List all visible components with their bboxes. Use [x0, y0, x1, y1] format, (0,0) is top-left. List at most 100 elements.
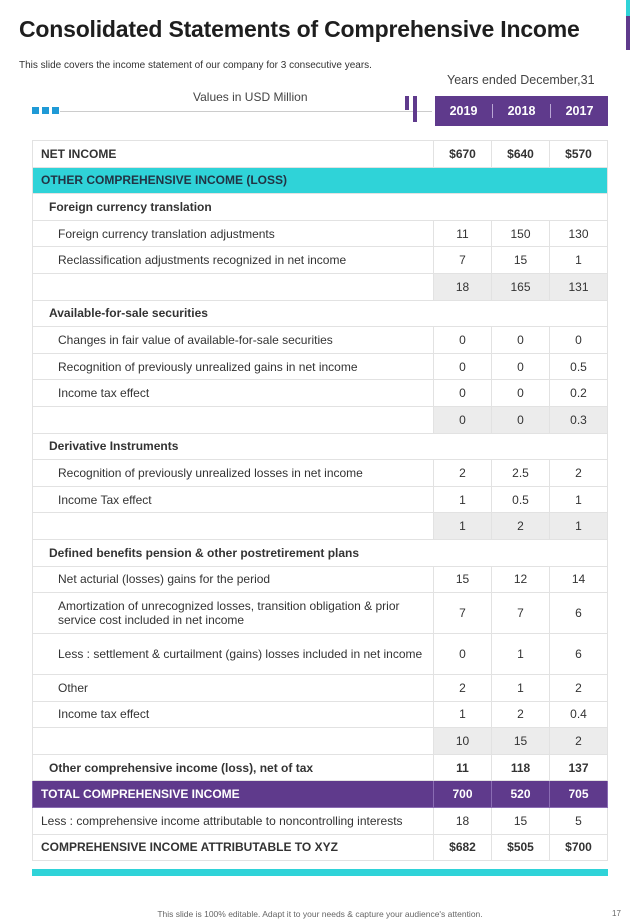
- value-cell-2018: 2: [491, 512, 550, 540]
- table-row: Foreign currency translation adjustments…: [32, 219, 608, 248]
- value-cell-2018: 12: [491, 565, 550, 594]
- decorative-bar: [405, 96, 409, 110]
- value-cell-2017: 130: [549, 219, 608, 248]
- value-cell-2019: 10: [433, 727, 492, 755]
- page-title: Consolidated Statements of Comprehensive…: [19, 16, 580, 42]
- row-label: Reclassification adjustments recognized …: [32, 246, 434, 274]
- row-label: Less : comprehensive income attributable…: [32, 807, 434, 835]
- value-cell-2018: 165: [491, 272, 550, 301]
- value-cell-2019: 15: [433, 565, 492, 594]
- row-label: Recognition of previously unrealized los…: [32, 459, 434, 487]
- table-row: Less : settlement & curtailment (gains) …: [32, 633, 608, 676]
- value-cell-2018: $640: [491, 140, 550, 168]
- value-cell-2019: 1: [433, 485, 492, 514]
- row-label: TOTAL COMPREHENSIVE INCOME: [32, 780, 434, 809]
- value-cell-2018: 520: [491, 780, 550, 809]
- table-row: Other 2 1 2: [32, 674, 608, 702]
- row-label: Less : settlement & curtailment (gains) …: [32, 633, 434, 676]
- income-table: NET INCOME $670 $640 $570 OTHER COMPREHENSIV…: [32, 140, 608, 862]
- year-2019: 2019: [449, 104, 478, 118]
- value-cell-2019: 0: [433, 326, 492, 354]
- value-cell-2019: 11: [433, 219, 492, 248]
- table-row: TOTAL COMPREHENSIVE INCOME 700 520 705: [32, 780, 608, 809]
- table-row: OTHER COMPREHENSIVE INCOME (LOSS): [32, 166, 608, 195]
- value-cell-2018: 118: [491, 753, 550, 782]
- value-cell-2019: 11: [433, 753, 492, 782]
- decorative-bar: [413, 96, 417, 122]
- value-cell-2018: 0: [491, 405, 550, 434]
- value-cell-2017: 0.4: [549, 700, 608, 729]
- bottom-accent-bar: [32, 869, 608, 876]
- row-label: Other: [32, 674, 434, 702]
- value-cell-2019: 2: [433, 674, 492, 702]
- row-label: COMPREHENSIVE INCOME ATTRIBUTABLE TO XYZ: [32, 833, 434, 862]
- row-label: Derivative Instruments: [32, 432, 608, 461]
- row-label: Amortization of unrecognized losses, tra…: [32, 592, 434, 635]
- value-cell-2017: 6: [549, 633, 608, 676]
- value-cell-2019: 1: [433, 700, 492, 729]
- value-cell-2018: 0.5: [491, 485, 550, 514]
- value-cell-2017: 1: [549, 246, 608, 274]
- value-cell-2018: 150: [491, 219, 550, 248]
- row-label: [32, 727, 434, 755]
- value-cell-2019: $682: [433, 833, 492, 862]
- value-cell-2019: 0: [433, 405, 492, 434]
- value-cell-2017: 1: [549, 512, 608, 540]
- value-cell-2019: 0: [433, 379, 492, 407]
- value-cell-2018: 0: [491, 326, 550, 354]
- table-row: 18 165 131: [32, 272, 608, 301]
- table-row: NET INCOME $670 $640 $570: [32, 140, 608, 168]
- value-cell-2019: 0: [433, 352, 492, 381]
- row-label: NET INCOME: [32, 140, 434, 168]
- year-2017: 2017: [550, 104, 608, 118]
- decorative-squares: [32, 107, 59, 114]
- value-cell-2017: 0.5: [549, 352, 608, 381]
- value-cell-2018: 2: [491, 700, 550, 729]
- row-label: Income Tax effect: [32, 485, 434, 514]
- row-label: Income tax effect: [32, 700, 434, 729]
- table-row: Foreign currency translation: [32, 193, 608, 221]
- value-cell-2019: 18: [433, 272, 492, 301]
- value-cell-2018: 15: [491, 246, 550, 274]
- value-cell-2017: 1: [549, 485, 608, 514]
- years-caption: Years ended December,31: [447, 73, 595, 87]
- row-label: [32, 512, 434, 540]
- corner-accent-purple: [626, 16, 630, 50]
- row-label: Available-for-sale securities: [32, 299, 608, 328]
- value-cell-2017: 2: [549, 459, 608, 487]
- table-row: Net acturial (losses) gains for the peri…: [32, 565, 608, 594]
- value-cell-2017: 0.2: [549, 379, 608, 407]
- table-row: 0 0 0.3: [32, 405, 608, 434]
- value-cell-2017: 705: [549, 780, 608, 809]
- divider: [60, 111, 432, 112]
- value-cell-2019: $670: [433, 140, 492, 168]
- value-cell-2017: 131: [549, 272, 608, 301]
- table-row: Recognition of previously unrealized los…: [32, 459, 608, 487]
- row-label: [32, 272, 434, 301]
- page-number: 17: [612, 909, 621, 918]
- row-label: Foreign currency translation: [32, 193, 608, 221]
- table-row: Amortization of unrecognized losses, tra…: [32, 592, 608, 635]
- table-row: Income tax effect 1 2 0.4: [32, 700, 608, 729]
- value-cell-2019: 1: [433, 512, 492, 540]
- table-row: Other comprehensive income (loss), net o…: [32, 753, 608, 782]
- value-cell-2019: 7: [433, 246, 492, 274]
- table-row: Recognition of previously unrealized gai…: [32, 352, 608, 381]
- row-label: OTHER COMPREHENSIVE INCOME (LOSS): [32, 166, 608, 195]
- value-cell-2018: 0: [491, 379, 550, 407]
- value-cell-2017: $570: [549, 140, 608, 168]
- table-row: Reclassification adjustments recognized …: [32, 246, 608, 274]
- value-cell-2018: 15: [491, 727, 550, 755]
- value-cell-2018: 15: [491, 807, 550, 835]
- table-row: Available-for-sale securities: [32, 299, 608, 328]
- corner-accent-teal: [626, 0, 630, 16]
- year-2018: 2018: [492, 104, 550, 118]
- table-row: Defined benefits pension & other postret…: [32, 538, 608, 567]
- value-cell-2019: 700: [433, 780, 492, 809]
- units-label: Values in USD Million: [193, 90, 308, 104]
- row-label: Recognition of previously unrealized gai…: [32, 352, 434, 381]
- table-row: Changes in fair value of available-for-s…: [32, 326, 608, 354]
- value-cell-2019: 2: [433, 459, 492, 487]
- value-cell-2017: 0.3: [549, 405, 608, 434]
